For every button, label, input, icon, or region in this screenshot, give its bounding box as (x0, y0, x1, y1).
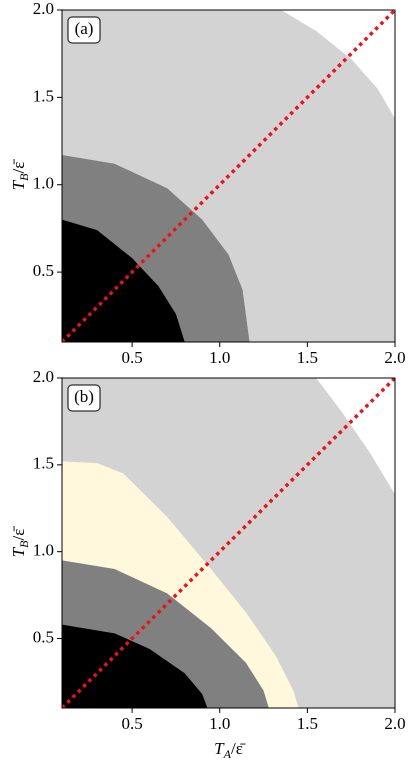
x-tick-label: 2.0 (384, 714, 405, 733)
panel-label-box (67, 16, 101, 44)
y-tick-label: 1.0 (33, 541, 54, 560)
region (316, 378, 395, 495)
y-tick-label: 1.5 (33, 86, 54, 105)
x-tick-label: 2.0 (384, 348, 405, 367)
region (62, 624, 208, 708)
x-tick-label: 1.0 (209, 348, 230, 367)
label-sub: B (17, 173, 31, 181)
diagonal-line (62, 378, 395, 708)
plot-area (62, 10, 395, 342)
label-sub: A (223, 747, 232, 761)
y-axis-label: TB/ε̄ (9, 159, 31, 191)
y-tick-label: 1.5 (33, 454, 54, 473)
label-main: T (214, 739, 225, 758)
plot-area (62, 378, 395, 708)
label-rest: /ε̄ (9, 526, 28, 541)
y-axis-label: TB/ε̄ (9, 526, 31, 558)
panel-label: (a) (75, 19, 94, 38)
region (62, 219, 185, 342)
diagonal-line (62, 10, 395, 342)
axes-frame (61, 377, 396, 709)
y-tick-label: 0.5 (33, 261, 54, 280)
axes-frame (61, 9, 396, 343)
y-tick-label: 2.0 (33, 0, 54, 18)
label-main: T (9, 546, 28, 557)
label-rest: /ε̄ (9, 159, 28, 174)
panel-label: (b) (74, 387, 94, 406)
label-main: T (9, 179, 28, 190)
x-axis-label: TA/ε̄ (214, 739, 246, 761)
y-tick-label: 2.0 (33, 367, 54, 386)
label-rest: /ε̄ (231, 739, 246, 758)
x-tick-label: 1.0 (209, 714, 230, 733)
y-tick-label: 0.5 (33, 627, 54, 646)
x-tick-label: 0.5 (121, 714, 142, 733)
panel-label-box (67, 384, 101, 412)
label-sub: B (17, 540, 31, 548)
y-tick-label: 1.0 (33, 174, 54, 193)
x-tick-label: 1.5 (297, 714, 318, 733)
x-tick-label: 1.5 (297, 348, 318, 367)
x-tick-label: 0.5 (121, 348, 142, 367)
